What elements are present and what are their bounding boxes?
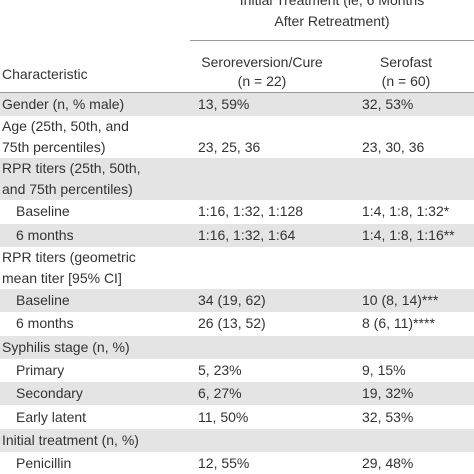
group-header: After Retreatment) <box>274 13 390 29</box>
table-row <box>0 288 474 313</box>
row-label: Syphilis stage (n, %) <box>2 338 130 355</box>
cell-value: 23, 25, 36 <box>198 139 261 156</box>
column-header: Characteristic <box>2 66 88 82</box>
cell-value: 9, 15% <box>362 361 406 378</box>
row-label: Initial treatment (n, %) <box>2 431 139 448</box>
row-label: RPR titers (geometric <box>2 248 136 265</box>
row-label: Age (25th, 50th, and <box>2 118 129 135</box>
row-label: 75th percentiles) <box>2 139 106 156</box>
table-row <box>0 428 474 452</box>
cell-value: 19, 32% <box>362 385 414 402</box>
cell-value: 1:16, 1:32, 1:64 <box>198 226 296 243</box>
row-label: 6 months <box>16 226 74 243</box>
table-row <box>0 223 474 247</box>
cell-value: 12, 55% <box>198 455 250 472</box>
cell-value: 26 (13, 52) <box>198 315 266 332</box>
cell-value: 32, 53% <box>362 96 414 113</box>
table-row <box>0 335 474 359</box>
cell-value: 1:4, 1:8, 1:16** <box>362 226 455 243</box>
column-header: Seroreversion/Cure <box>201 54 323 70</box>
row-label: Early latent <box>16 408 87 425</box>
row-label: RPR titers (25th, 50th, <box>2 160 141 177</box>
cell-value: 5, 23% <box>198 361 242 378</box>
row-label: Primary <box>16 361 65 378</box>
cell-value: 10 (8, 14)*** <box>362 292 439 309</box>
row-label: Penicillin <box>16 455 72 472</box>
group-header: Initial Treatment (ie, 6 Months <box>239 0 425 8</box>
cell-value: 6, 27% <box>198 385 242 402</box>
cell-value: 23, 30, 36 <box>362 139 425 156</box>
column-header: Serofast <box>379 54 433 70</box>
cell-value: 32, 53% <box>362 408 414 425</box>
table-row <box>0 382 474 406</box>
row-label: Secondary <box>16 385 83 402</box>
row-label: mean titer [95% CI] <box>2 269 122 286</box>
cell-value: 11, 50% <box>198 408 249 425</box>
row-label: Baseline <box>16 292 70 309</box>
table-row <box>0 158 474 201</box>
header-rule <box>0 92 474 93</box>
column-n: (n = 60) <box>381 73 431 89</box>
row-label: Baseline <box>16 203 70 220</box>
row-label: and 75th percentiles) <box>2 181 133 198</box>
row-label: 6 months <box>16 315 74 332</box>
table-row <box>0 93 474 117</box>
row-label: Gender (n, % male) <box>2 96 125 113</box>
cell-value: 1:16, 1:32, 1:128 <box>198 203 304 220</box>
group-rule <box>190 40 474 41</box>
cell-value: 29, 48% <box>362 455 414 472</box>
column-n: (n = 22) <box>237 73 287 89</box>
cell-value: 1:4, 1:8, 1:32* <box>362 203 450 220</box>
cell-value: 13, 59% <box>198 96 250 113</box>
cell-value: 34 (19, 62) <box>198 292 266 309</box>
cell-value: 8 (6, 11)**** <box>362 315 435 332</box>
